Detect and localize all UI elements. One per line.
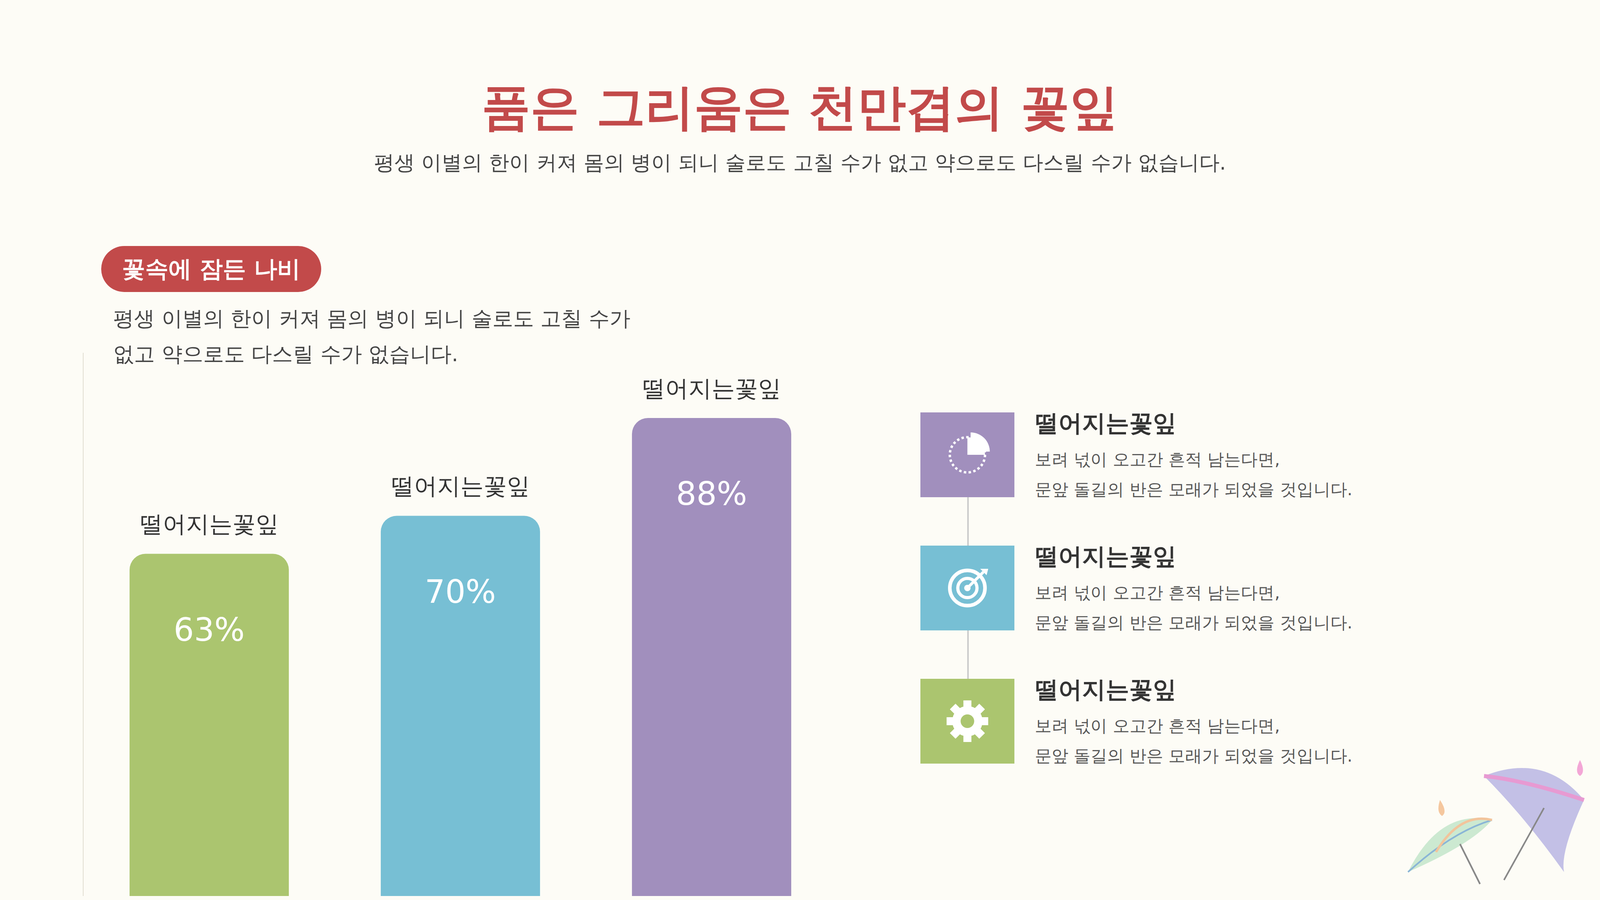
html-text:문앞 돌길의 반은 모래가 되었을 것입니다.: 문앞 돌길의 반은 모래가 되었을 것입니다. xyxy=(1034,479,1353,500)
html-text:꽃속에 잠든 나비: 꽃속에 잠든 나비 xyxy=(122,255,301,283)
svg-text:88%: 88% xyxy=(676,475,748,513)
html-text:보려 넋이 오고간 흔적 남는다면,: 보려 넋이 오고간 흔적 남는다면, xyxy=(1034,582,1280,603)
svg-text:63%: 63% xyxy=(173,611,245,649)
html-text:떨어지는꽃잎: 떨어지는꽃잎 xyxy=(1034,409,1177,437)
html-text:떨어지는꽃잎: 떨어지는꽃잎 xyxy=(1034,675,1177,704)
html-text:보려 넋이 오고간 흔적 남는다면,: 보려 넋이 오고간 흔적 남는다면, xyxy=(1034,449,1280,470)
html-text:문앞 돌길의 반은 모래가 되었을 것입니다.: 문앞 돌길의 반은 모래가 되었을 것입니다. xyxy=(1034,746,1353,766)
html-text:품은 그리움은 천만겹의 꽃잎: 품은 그리움은 천만겹의 꽃잎 xyxy=(481,78,1119,136)
svg-text:떨어지는꽃잎: 떨어지는꽃잎 xyxy=(390,472,530,500)
html-text:평생 이별의 한이 커져 몸의 병이 되니 술로도 고칠 수: 평생 이별의 한이 커져 몸의 병이 되니 술로도 고칠 수가 없고 약으로도 … xyxy=(373,150,1227,175)
html-text:보려 넋이 오고간 흔적 남는다면,: 보려 넋이 오고간 흔적 남는다면, xyxy=(1034,716,1280,736)
html-text:평생 이별의 한이 커져 몸의 병이 되니 술로도 고칠 수: 평생 이별의 한이 커져 몸의 병이 되니 술로도 고칠 수가 xyxy=(113,306,631,331)
html-text:문앞 돌길의 반은 모래가 되었을 것입니다.: 문앞 돌길의 반은 모래가 되었을 것입니다. xyxy=(1034,612,1353,633)
svg-text:70%: 70% xyxy=(424,573,496,611)
html-text:떨어지는꽃잎: 떨어지는꽃잎 xyxy=(1034,542,1177,570)
svg-text:떨어지는꽃잎: 떨어지는꽃잎 xyxy=(139,510,279,538)
html-text:없고 약으로도 다스릴 수가 없습니다.: 없고 약으로도 다스릴 수가 없습니다. xyxy=(113,342,459,366)
svg-text:떨어지는꽃잎: 떨어지는꽃잎 xyxy=(642,374,782,402)
